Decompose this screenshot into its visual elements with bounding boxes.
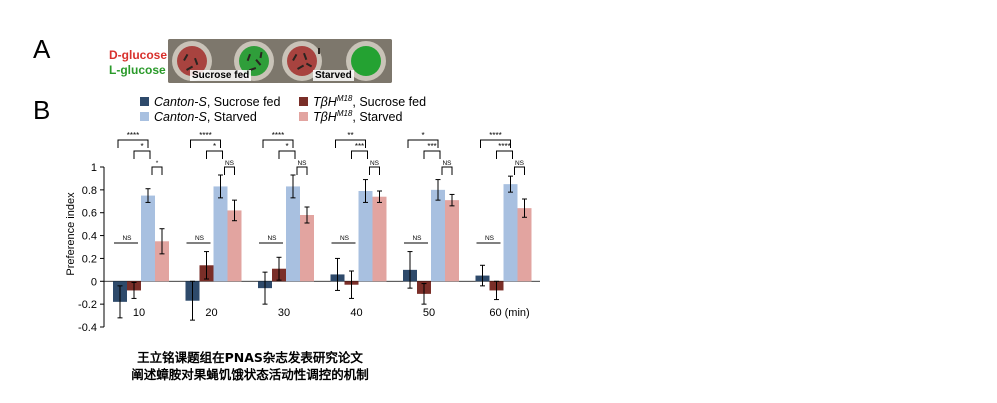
significance-bracket (133, 150, 151, 159)
d-glucose-key: D-glucose (109, 48, 168, 62)
significance-bracket (190, 139, 221, 148)
significance-bracket (151, 166, 163, 175)
significance-label: **** (127, 131, 139, 140)
bar (445, 200, 459, 282)
significance-label: NS (297, 160, 307, 167)
bar (141, 195, 155, 282)
significance-bracket (480, 139, 511, 148)
significance-label: NS (370, 160, 380, 167)
chart-legend: Canton-S, Sucrose fed TβHM18, Sucrose fed… (140, 94, 426, 124)
y-tick-label: 1 (91, 162, 97, 174)
significance-bracket (351, 150, 368, 159)
sucrose-fed-photo-label: Sucrose fed (190, 70, 252, 81)
significance-bracket (262, 139, 294, 148)
bar (517, 208, 532, 282)
bar (213, 186, 228, 282)
significance-bracket (369, 166, 380, 175)
significance-label: * (421, 131, 424, 140)
sucrose-fed-dish-photo (168, 39, 280, 83)
legend-label: Canton-S, Sucrose fed (154, 95, 281, 109)
x-tick-label: 30 (278, 307, 290, 319)
significance-bracket (224, 166, 235, 175)
significance-label: *** (427, 142, 436, 151)
significance-label: ** (347, 131, 353, 140)
sucrose-fed-dish-image (168, 39, 280, 83)
significance-bracket (296, 166, 308, 175)
significance-bracket (441, 166, 453, 175)
significance-bracket (206, 150, 223, 159)
significance-label: NS (122, 235, 132, 242)
significance-label: NS (442, 160, 452, 167)
significance-label: NS (515, 160, 525, 167)
significance-bracket (496, 150, 513, 159)
significance-label: *** (355, 142, 364, 151)
significance-label: * (213, 142, 216, 151)
x-tick-label: 40 (350, 307, 362, 319)
caption-line-2: 阐述蟑胺对果蝇饥饿状态活动性调控的机制 (131, 367, 369, 382)
legend-swatch (299, 97, 308, 106)
y-tick-label: 0.8 (82, 185, 97, 197)
y-axis: 1 0.8 0.6 0.4 0.2 0 -0.2 -0.4 (78, 162, 540, 334)
y-tick-label: -0.2 (78, 299, 97, 311)
significance-label: **** (489, 131, 501, 140)
significance-bracket (117, 139, 149, 148)
bar (358, 191, 373, 282)
starved-dish-image (278, 39, 392, 83)
panel-label-a: A (33, 34, 51, 64)
legend-label: TβHM18, Sucrose fed (313, 94, 426, 109)
x-tick-label: 60 (min) (489, 307, 529, 319)
y-axis-label: Preference index (65, 192, 77, 276)
significance-bracket (278, 150, 296, 159)
legend-label: Canton-S, Starved (154, 110, 257, 124)
panel-label-b: B (33, 95, 51, 125)
y-tick-label: 0.2 (82, 253, 97, 265)
y-tick-label: 0.4 (82, 231, 97, 243)
significance-label: NS (267, 235, 277, 242)
bar (227, 210, 242, 282)
bar (155, 241, 169, 282)
significance-brackets: ******NS*****NSNS*****NSNS*****NSNS****N… (114, 131, 525, 244)
significance-label: NS (412, 235, 422, 242)
significance-label: NS (485, 235, 495, 242)
bar (286, 186, 300, 282)
bar (372, 196, 387, 282)
caption-line-1: 王立铭课题组在PNAS杂志发表研究论文 (137, 350, 363, 365)
y-tick-label: 0.6 (82, 208, 97, 220)
significance-bracket (407, 139, 439, 148)
y-tick-label: -0.4 (78, 322, 97, 334)
legend-swatch (140, 112, 149, 121)
x-tick-label: 20 (205, 307, 217, 319)
significance-label: NS (340, 235, 350, 242)
l-glucose-key: L-glucose (109, 63, 166, 77)
legend-label: TβHM18, Starved (313, 109, 402, 124)
bar (431, 189, 445, 282)
x-tick-label: 10 (133, 307, 145, 319)
x-tick-label: 50 (423, 307, 435, 319)
significance-bracket (335, 139, 366, 148)
significance-label: * (285, 142, 288, 151)
significance-bracket (423, 150, 441, 159)
bar (503, 184, 518, 282)
significance-label: **** (199, 131, 211, 140)
y-tick-label: 0 (91, 276, 97, 288)
legend-swatch (299, 112, 308, 121)
significance-label: * (140, 142, 143, 151)
bar (300, 215, 314, 282)
significance-label: NS (225, 160, 235, 167)
legend-swatch (140, 97, 149, 106)
significance-label: * (156, 160, 159, 167)
significance-label: **** (498, 142, 510, 151)
starved-photo-label: Starved (313, 70, 354, 81)
starved-dish-photo (278, 39, 392, 83)
chart-bars: 10 20 30 40 50 60 (min) (113, 174, 532, 321)
significance-label: NS (195, 235, 205, 242)
significance-bracket (514, 166, 525, 175)
significance-label: **** (272, 131, 284, 140)
